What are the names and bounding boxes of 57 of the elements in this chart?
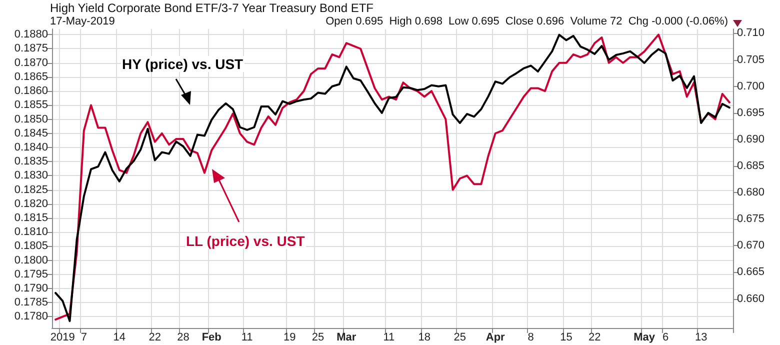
x-tick-label: 6 xyxy=(662,332,669,344)
y2-tick-label: 0.695 xyxy=(737,106,765,119)
y-tick-label: 0.1855 xyxy=(14,99,48,112)
x-tick-label: Mar xyxy=(336,332,357,344)
y2-tick-label: 0.690 xyxy=(737,133,765,146)
y-tick-label: 0.1840 xyxy=(14,141,48,154)
y-tick-label: 0.1830 xyxy=(14,170,48,182)
x-tick-label: 11 xyxy=(241,332,253,344)
x-tick-label: 14 xyxy=(113,332,126,344)
y-tick-label: 0.1790 xyxy=(14,282,48,295)
annotation: LL (price) vs. UST xyxy=(186,233,306,249)
x-tick-label: 22 xyxy=(588,332,601,344)
chart-subtitle: 17-May-2019 xyxy=(50,16,115,28)
x-tick-label: 7 xyxy=(80,332,87,344)
y2-tick-label: 0.675 xyxy=(737,213,765,226)
y2-tick-label: 0.700 xyxy=(737,80,765,92)
y2-tick-label: 0.660 xyxy=(737,292,765,305)
x-tick-label: 25 xyxy=(454,332,466,344)
annotation: HY (price) vs. UST xyxy=(122,56,244,72)
x-tick-label: 18 xyxy=(418,332,431,344)
y2-tick-label: 0.680 xyxy=(737,186,765,199)
y-tick-label: 0.1865 xyxy=(14,70,48,83)
x-tick-label: Apr xyxy=(486,332,506,344)
x-tick-label: Feb xyxy=(202,332,222,344)
y-tick-label: 0.1835 xyxy=(14,156,48,168)
x-tick-label: 28 xyxy=(177,332,190,344)
x-tick-label: 25 xyxy=(312,332,324,344)
y-tick-label: 0.1820 xyxy=(14,198,48,210)
y2-tick-label: 0.670 xyxy=(737,240,765,252)
y2-tick-label: 0.705 xyxy=(737,54,765,66)
y-tick-label: 0.1785 xyxy=(14,296,48,309)
x-tick-label: 19 xyxy=(284,332,296,344)
x-tick-label: 22 xyxy=(148,332,161,344)
y-tick-label: 0.1875 xyxy=(14,42,48,55)
y2-tick-label: 0.710 xyxy=(737,27,765,40)
y-tick-label: 0.1870 xyxy=(14,56,48,69)
y2-tick-label: 0.685 xyxy=(737,160,765,172)
y-tick-label: 0.1825 xyxy=(14,184,48,196)
y-tick-label: 0.1780 xyxy=(14,310,48,323)
y2-tick-label: 0.665 xyxy=(737,266,765,278)
y-tick-label: 0.1810 xyxy=(14,226,48,238)
y-tick-label: 0.1850 xyxy=(14,113,48,126)
y-tick-label: 0.1800 xyxy=(14,254,48,266)
text: Open 0.695 High 0.698 Low 0.695 Close 0.696 Volume 72 Chg -0.000 (-0.06%) xyxy=(326,16,728,28)
y-tick-label: 0.1880 xyxy=(14,28,48,41)
y-tick-label: 0.1815 xyxy=(14,212,48,224)
chart-title: High Yield Corporate Bond ETF/3-7 Year Treasury Bond ETF xyxy=(50,1,374,15)
x-tick-label: 2019 xyxy=(50,332,75,344)
x-tick-label: 13 xyxy=(694,332,708,344)
y-tick-label: 0.1845 xyxy=(14,127,48,140)
x-tick-label: 11 xyxy=(383,332,395,344)
x-tick-label: May xyxy=(634,332,656,344)
y-tick-label: 0.1795 xyxy=(14,268,48,280)
x-tick-label: 8 xyxy=(528,332,534,344)
x-tick-label: 15 xyxy=(560,332,572,344)
y-tick-label: 0.1860 xyxy=(14,85,48,98)
y-tick-label: 0.1805 xyxy=(14,240,48,252)
